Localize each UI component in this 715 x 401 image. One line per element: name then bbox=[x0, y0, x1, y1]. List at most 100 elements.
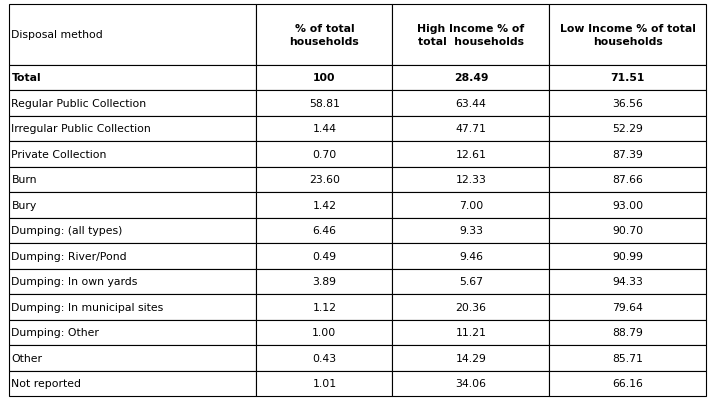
Text: Regular Public Collection: Regular Public Collection bbox=[11, 99, 147, 109]
Text: Dumping: (all types): Dumping: (all types) bbox=[11, 226, 123, 236]
Bar bbox=[9, 65, 256, 91]
Bar bbox=[9, 91, 256, 116]
Bar bbox=[549, 116, 706, 142]
Bar bbox=[9, 116, 256, 142]
Bar bbox=[549, 294, 706, 320]
Bar bbox=[9, 142, 256, 167]
Text: 85.71: 85.71 bbox=[613, 353, 644, 363]
Bar bbox=[256, 91, 393, 116]
Text: 1.12: 1.12 bbox=[312, 302, 336, 312]
Text: 87.66: 87.66 bbox=[613, 175, 644, 185]
Text: 11.21: 11.21 bbox=[455, 328, 486, 338]
Bar bbox=[256, 167, 393, 192]
Text: Burn: Burn bbox=[11, 175, 37, 185]
Bar bbox=[256, 371, 393, 396]
Text: 90.70: 90.70 bbox=[612, 226, 644, 236]
Bar bbox=[256, 345, 393, 371]
Bar bbox=[549, 5, 706, 65]
Text: 5.67: 5.67 bbox=[459, 277, 483, 287]
Text: 12.33: 12.33 bbox=[455, 175, 486, 185]
Bar bbox=[9, 320, 256, 345]
Text: 87.39: 87.39 bbox=[613, 150, 644, 160]
Text: 23.60: 23.60 bbox=[309, 175, 340, 185]
Bar bbox=[549, 269, 706, 294]
Bar bbox=[393, 5, 549, 65]
Bar bbox=[9, 167, 256, 192]
Text: 93.00: 93.00 bbox=[612, 200, 644, 211]
Bar bbox=[549, 243, 706, 269]
Bar bbox=[549, 371, 706, 396]
Text: Dumping: In municipal sites: Dumping: In municipal sites bbox=[11, 302, 164, 312]
Bar bbox=[393, 371, 549, 396]
Text: 9.46: 9.46 bbox=[459, 251, 483, 261]
Text: 79.64: 79.64 bbox=[613, 302, 644, 312]
Text: High Income % of
total  households: High Income % of total households bbox=[418, 24, 525, 47]
Bar bbox=[256, 65, 393, 91]
Text: 14.29: 14.29 bbox=[455, 353, 486, 363]
Bar bbox=[549, 320, 706, 345]
Text: Not reported: Not reported bbox=[11, 379, 82, 389]
Bar bbox=[549, 65, 706, 91]
Bar bbox=[393, 65, 549, 91]
Text: 12.61: 12.61 bbox=[455, 150, 486, 160]
Text: 34.06: 34.06 bbox=[455, 379, 486, 389]
Text: 63.44: 63.44 bbox=[455, 99, 486, 109]
Bar bbox=[549, 142, 706, 167]
Text: 88.79: 88.79 bbox=[613, 328, 644, 338]
Text: 20.36: 20.36 bbox=[455, 302, 486, 312]
Text: 0.43: 0.43 bbox=[312, 353, 337, 363]
Bar bbox=[549, 91, 706, 116]
Text: 47.71: 47.71 bbox=[455, 124, 486, 134]
Bar bbox=[256, 269, 393, 294]
Text: 1.42: 1.42 bbox=[312, 200, 336, 211]
Text: 36.56: 36.56 bbox=[613, 99, 644, 109]
Bar bbox=[393, 320, 549, 345]
Text: Dumping: River/Pond: Dumping: River/Pond bbox=[11, 251, 127, 261]
Bar bbox=[9, 345, 256, 371]
Bar bbox=[9, 192, 256, 218]
Text: % of total
households: % of total households bbox=[290, 24, 359, 47]
Bar bbox=[393, 218, 549, 243]
Text: 52.29: 52.29 bbox=[613, 124, 644, 134]
Text: 66.16: 66.16 bbox=[613, 379, 644, 389]
Text: Irregular Public Collection: Irregular Public Collection bbox=[11, 124, 151, 134]
Bar bbox=[256, 5, 393, 65]
Text: 90.99: 90.99 bbox=[613, 251, 644, 261]
Text: Disposal method: Disposal method bbox=[11, 30, 103, 40]
Bar bbox=[549, 345, 706, 371]
Bar bbox=[393, 192, 549, 218]
Text: 71.51: 71.51 bbox=[611, 73, 645, 83]
Text: Low Income % of total
households: Low Income % of total households bbox=[560, 24, 696, 47]
Text: Dumping: In own yards: Dumping: In own yards bbox=[11, 277, 138, 287]
Bar bbox=[393, 167, 549, 192]
Bar bbox=[256, 116, 393, 142]
Text: Dumping: Other: Dumping: Other bbox=[11, 328, 99, 338]
Bar bbox=[549, 167, 706, 192]
Text: Total: Total bbox=[11, 73, 41, 83]
Bar bbox=[256, 218, 393, 243]
Bar bbox=[393, 116, 549, 142]
Bar bbox=[9, 5, 256, 65]
Text: 6.46: 6.46 bbox=[312, 226, 336, 236]
Bar bbox=[9, 218, 256, 243]
Bar bbox=[393, 142, 549, 167]
Text: 0.70: 0.70 bbox=[312, 150, 337, 160]
Bar bbox=[256, 243, 393, 269]
Bar bbox=[9, 371, 256, 396]
Text: 1.00: 1.00 bbox=[312, 328, 337, 338]
Text: 9.33: 9.33 bbox=[459, 226, 483, 236]
Bar bbox=[393, 294, 549, 320]
Text: Bury: Bury bbox=[11, 200, 36, 211]
Bar bbox=[393, 243, 549, 269]
Text: 1.44: 1.44 bbox=[312, 124, 336, 134]
Bar bbox=[256, 294, 393, 320]
Text: Private Collection: Private Collection bbox=[11, 150, 107, 160]
Bar bbox=[549, 218, 706, 243]
Bar bbox=[256, 142, 393, 167]
Text: 7.00: 7.00 bbox=[459, 200, 483, 211]
Text: Other: Other bbox=[11, 353, 42, 363]
Text: 1.01: 1.01 bbox=[312, 379, 337, 389]
Text: 100: 100 bbox=[313, 73, 335, 83]
Bar bbox=[393, 91, 549, 116]
Bar bbox=[256, 320, 393, 345]
